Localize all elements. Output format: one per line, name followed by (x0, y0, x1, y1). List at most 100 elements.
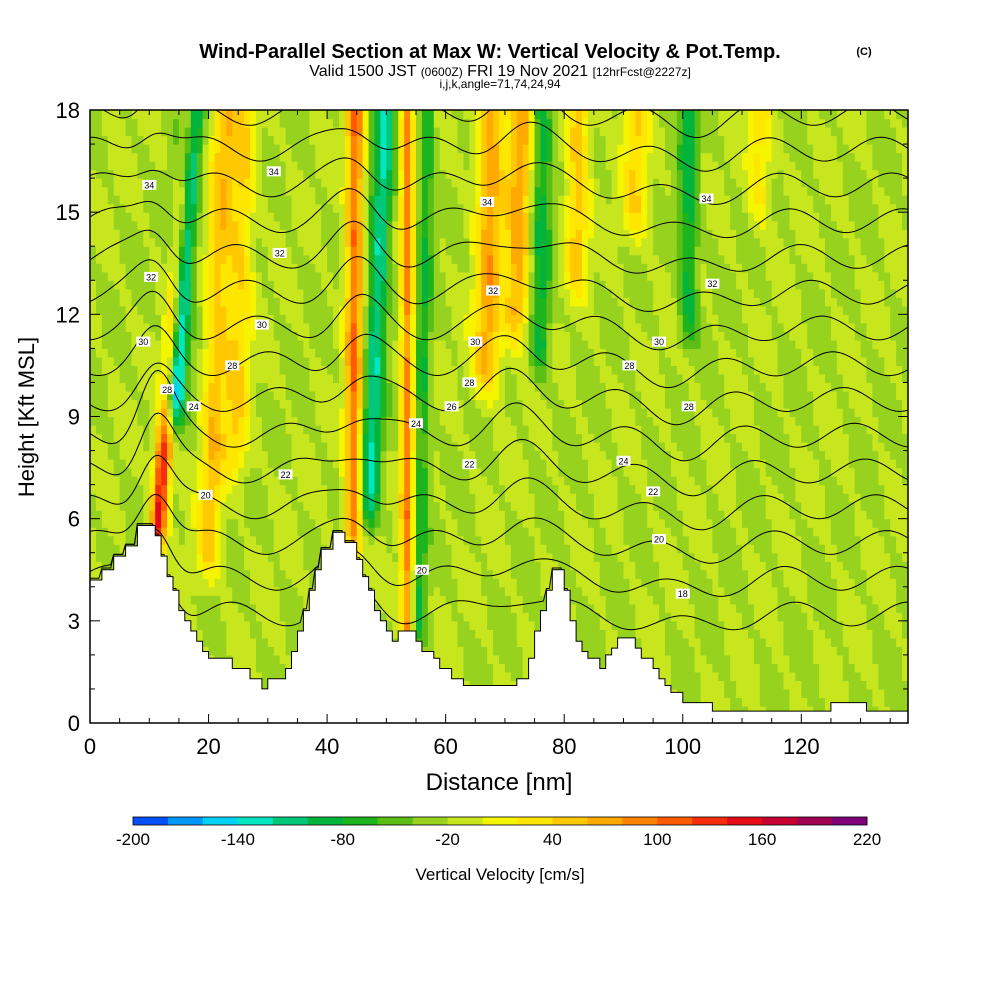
velocity-cell (226, 620, 233, 630)
velocity-cell (439, 356, 447, 367)
velocity-cell (196, 433, 204, 443)
velocity-cell (457, 637, 465, 647)
velocity-cell (433, 237, 441, 247)
velocity-cell (451, 663, 459, 673)
velocity-cell (208, 527, 216, 537)
velocity-cell (238, 152, 245, 162)
velocity-cell (172, 348, 180, 358)
velocity-cell (273, 144, 281, 154)
velocity-cell (392, 527, 399, 537)
velocity-cell (451, 569, 459, 579)
velocity-cell (499, 646, 506, 656)
velocity-cell (95, 399, 103, 409)
velocity-cell (344, 263, 352, 273)
velocity-cell (273, 127, 281, 137)
velocity-cell (493, 382, 500, 392)
velocity-cell (220, 544, 227, 554)
velocity-cell (386, 450, 393, 460)
velocity-cell (220, 450, 227, 460)
velocity-cell (101, 322, 109, 332)
velocity-cell (368, 459, 376, 469)
velocity-cell (161, 178, 168, 188)
velocity-cell (368, 339, 376, 349)
velocity-cell (125, 373, 133, 384)
velocity-cell (244, 229, 251, 239)
velocity-cell (155, 161, 162, 171)
velocity-cell (374, 552, 382, 562)
velocity-cell (261, 561, 269, 571)
velocity-cell (161, 331, 168, 341)
velocity-cell (457, 212, 465, 222)
velocity-cell (416, 433, 423, 443)
velocity-cell (250, 220, 257, 230)
velocity-cell (433, 271, 441, 281)
velocity-cell (244, 314, 251, 324)
velocity-cell (392, 569, 399, 579)
velocity-cell (303, 595, 310, 605)
velocity-cell (190, 373, 198, 384)
velocity-cell (178, 246, 186, 256)
velocity-cell (291, 288, 299, 298)
velocity-cell (374, 152, 382, 162)
velocity-cell (475, 152, 482, 162)
velocity-cell (167, 271, 174, 281)
velocity-cell (303, 161, 310, 171)
velocity-cell (137, 135, 144, 145)
velocity-cell (368, 331, 376, 341)
velocity-cell (208, 118, 216, 128)
velocity-cell (350, 365, 358, 375)
velocity-cell (303, 425, 310, 435)
velocity-cell (261, 161, 269, 171)
velocity-cell (125, 450, 133, 460)
velocity-cell (457, 407, 465, 418)
velocity-cell (333, 254, 340, 264)
velocity-cell (184, 254, 192, 264)
velocity-cell (386, 331, 393, 341)
velocity-cell (469, 118, 476, 128)
velocity-cell (463, 484, 470, 494)
velocity-cell (303, 552, 310, 562)
velocity-cell (214, 152, 222, 162)
velocity-cell (356, 135, 364, 145)
velocity-cell (333, 212, 340, 222)
velocity-cell (315, 314, 322, 324)
velocity-cell (143, 476, 150, 486)
velocity-cell (113, 144, 121, 154)
velocity-cell (226, 416, 233, 426)
velocity-cell (303, 144, 310, 154)
velocity-cell (184, 186, 192, 196)
velocity-cell (261, 629, 269, 639)
velocity-cell (220, 586, 227, 596)
velocity-cell (475, 161, 482, 171)
velocity-cell (433, 348, 441, 358)
velocity-cell (232, 612, 239, 622)
velocity-cell (244, 135, 251, 145)
velocity-cell (481, 373, 488, 384)
velocity-cell (457, 671, 465, 682)
velocity-cell (232, 127, 239, 137)
velocity-cell (214, 339, 222, 349)
velocity-cell (315, 518, 322, 528)
velocity-cell (244, 493, 251, 503)
velocity-cell (244, 178, 251, 188)
velocity-cell (149, 416, 156, 426)
velocity-cell (220, 263, 227, 273)
velocity-cell (184, 501, 192, 511)
velocity-cell (362, 271, 370, 281)
velocity-cell (416, 322, 423, 332)
velocity-cell (445, 271, 453, 281)
velocity-cell (172, 484, 180, 494)
velocity-cell (220, 399, 227, 409)
velocity-cell (267, 450, 275, 460)
velocity-cell (95, 186, 103, 196)
velocity-cell (463, 280, 470, 290)
velocity-cell (208, 442, 216, 452)
velocity-cell (190, 390, 198, 401)
velocity-cell (244, 322, 251, 332)
velocity-cell (416, 220, 423, 230)
velocity-cell (196, 356, 204, 367)
velocity-cell (250, 118, 257, 128)
velocity-cell (178, 186, 186, 196)
velocity-cell (356, 433, 364, 443)
velocity-cell (250, 382, 257, 392)
